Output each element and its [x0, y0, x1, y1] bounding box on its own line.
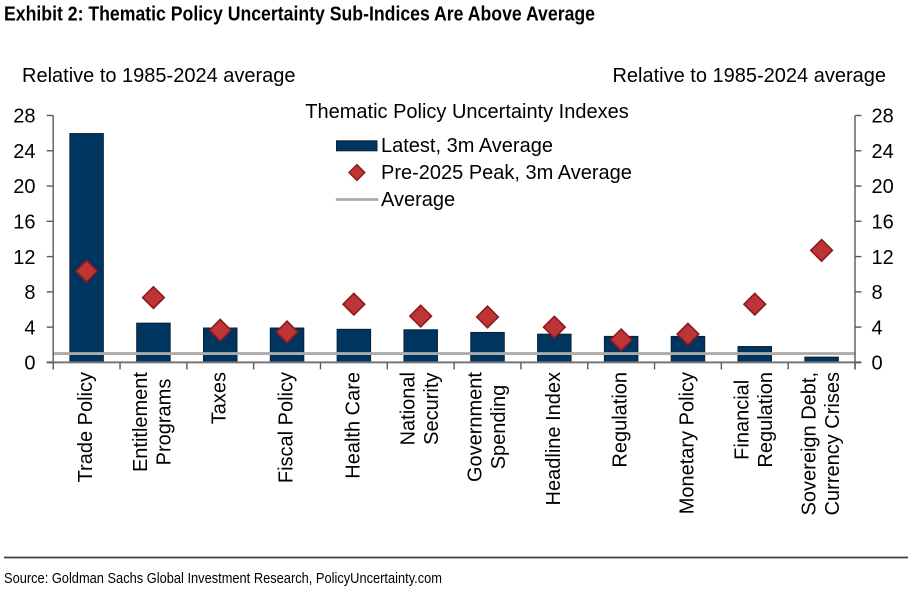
y-tick-label-left: 0 [24, 353, 35, 375]
legend-bar-swatch-icon [336, 140, 378, 152]
bar-entitlement-programs [136, 322, 171, 363]
y-tick-label-left: 4 [24, 317, 35, 339]
category-label-entitlement-programs: Programs [154, 379, 176, 466]
y-tick-label-left: 12 [13, 247, 35, 269]
source-note: Source: Goldman Sachs Global Investment … [4, 570, 442, 587]
category-label-fiscal-policy: Fiscal Policy [276, 372, 298, 483]
diamond-trade-policy [74, 259, 99, 284]
category-label-national-security: Security [421, 373, 443, 445]
category-label-financial-regulation: Regulation [755, 372, 777, 468]
y-tick-label-right: 28 [872, 106, 894, 128]
legend-label-average: Average [381, 189, 455, 211]
category-label-headline-index: Headline Index [543, 372, 565, 505]
diamond-headline-index [542, 315, 567, 340]
category-label-taxes: Taxes [209, 372, 231, 424]
category-label-sovereign-debt-currency-crises: Currency Crises [822, 372, 844, 515]
category-label-regulation: Regulation [610, 372, 632, 468]
y-tick-label-right: 4 [872, 317, 883, 339]
legend-diamond-icon [348, 163, 366, 182]
y-tick-label-left: 24 [13, 141, 35, 163]
y-tick-label-right: 20 [872, 176, 894, 198]
y-tick-label-right: 16 [872, 212, 894, 234]
diamond-taxes [208, 318, 233, 343]
category-label-monetary-policy: Monetary Policy [676, 372, 698, 514]
diamond-sovereign-debt-currency-crises [809, 238, 834, 263]
y-tick-label-left: 16 [13, 212, 35, 234]
y-tick-label-left: 20 [13, 176, 35, 198]
bar-government-spending [470, 331, 505, 363]
diamond-health-care [341, 292, 366, 317]
diamond-government-spending [475, 305, 500, 329]
y-tick-label-right: 12 [872, 247, 894, 269]
category-label-government-spending: Spending [488, 385, 510, 470]
bar-national-security [403, 329, 438, 363]
category-label-government-spending: Government [464, 372, 486, 482]
category-label-sovereign-debt-currency-crises: Sovereign Debt, [798, 372, 820, 515]
legend-label-latest: Latest, 3m Average [381, 135, 553, 157]
axis-note-right: Relative to 1985-2024 average [612, 65, 886, 87]
diamond-fiscal-policy [275, 320, 299, 344]
diamond-national-security [408, 304, 433, 329]
category-label-national-security: National [397, 372, 419, 445]
axis-note-left: Relative to 1985-2024 average [22, 65, 296, 87]
diamond-regulation [609, 327, 634, 352]
y-tick-label-left: 28 [13, 106, 35, 128]
category-label-trade-policy: Trade Policy [75, 372, 97, 482]
plot-area: 0 0 4 4 8 8 12 12 16 16 20 20 24 24 28 28 Trade Policy En… [13, 106, 894, 516]
bar-trade-policy [69, 133, 104, 363]
exhibit-title: Exhibit 2: Thematic Policy Uncertainty S… [4, 4, 595, 26]
legend-title: Thematic Policy Uncertainty Indexes [305, 101, 628, 123]
category-label-financial-regulation: Financial [732, 380, 754, 460]
legend-label-pre2025-peak: Pre-2025 Peak, 3m Average [381, 162, 632, 184]
y-tick-label-right: 0 [872, 353, 883, 375]
diamond-financial-regulation [742, 292, 767, 317]
bar-health-care [336, 328, 372, 363]
y-tick-label-left: 8 [24, 282, 35, 304]
legend: Thematic Policy Uncertainty Indexes Late… [305, 101, 632, 211]
category-label-health-care: Health Care [342, 372, 364, 479]
diamond-monetary-policy [676, 322, 700, 347]
diamond-entitlement-programs [141, 285, 166, 310]
y-tick-label-right: 8 [872, 282, 883, 304]
y-tick-label-right: 24 [872, 141, 894, 163]
category-label-entitlement-programs: Entitlement [130, 372, 152, 472]
